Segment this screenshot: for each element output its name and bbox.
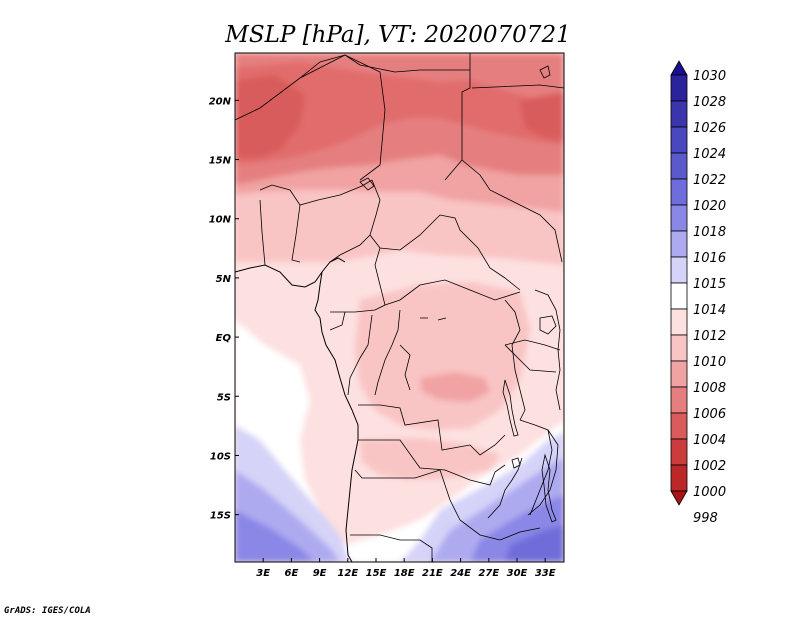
lon-tick-label: 24E (450, 568, 471, 579)
colorbar-swatch (670, 230, 688, 258)
map-frame (234, 52, 565, 563)
lat-tick-label: 10N (209, 215, 232, 226)
colorbar-swatch (670, 360, 688, 388)
colorbar-swatch (670, 74, 688, 102)
colorbar-level-label: 1014 (693, 303, 726, 318)
colorbar-swatch (670, 412, 688, 440)
colorbar-level-label: 1008 (693, 381, 726, 396)
lakes (359, 65, 557, 523)
lat-tick-label: 5N (216, 274, 232, 285)
colorbar-swatch (670, 126, 688, 154)
colorbar-swatch (670, 438, 688, 466)
lon-tick-label: 15E (366, 568, 387, 579)
latitude-axis: 20N 15N 10N 5N EQ 5S 10S 15S (209, 96, 239, 522)
lon-tick-label: 6E (285, 568, 299, 579)
lat-tick-label: 5S (217, 392, 231, 403)
lon-tick-label: 30E (507, 568, 528, 579)
colorbar-swatch (670, 100, 688, 128)
lon-tick-label: 3E (256, 568, 270, 579)
colorbar-level-label: 1016 (693, 251, 726, 266)
lon-tick-label: 9E (313, 568, 327, 579)
colorbar-level-label: 1028 (693, 95, 726, 110)
colorbar-level-label: 1000 (693, 485, 726, 500)
colorbar-level-label: 1018 (693, 225, 726, 240)
colorbar-swatch (670, 204, 688, 232)
footer-credit: GrADS: IGES/COLA (4, 606, 91, 616)
colorbar-swatch (670, 152, 688, 180)
lon-tick-label: 33E (535, 568, 556, 579)
colorbar-level-label: 1026 (693, 121, 726, 136)
colorbar-swatch (670, 334, 688, 362)
lon-tick-label: 12E (337, 568, 358, 579)
colorbar-swatch (670, 386, 688, 414)
lon-tick-label: 21E (422, 568, 443, 579)
colorbar-level-label: 1006 (693, 407, 726, 422)
longitude-axis: 3E 6E 9E 12E 15E 18E 21E 24E 27E 30E 33E (256, 558, 556, 579)
colorbar-arrow-bottom (670, 490, 688, 506)
colorbar-swatch (670, 256, 688, 284)
lat-tick-label: EQ (216, 333, 232, 344)
lat-tick-label: 20N (209, 96, 232, 107)
colorbar-swatch (670, 282, 688, 310)
colorbar-level-label: 1024 (693, 147, 726, 162)
colorbar-level-label: 998 (693, 511, 718, 526)
colorbar-level-label: 1015 (693, 277, 726, 292)
colorbar-level-label: 1022 (693, 173, 726, 188)
map-title: MSLP [hPa], VT: 2020070721 (224, 22, 570, 48)
lon-tick-label: 18E (394, 568, 415, 579)
colorbar: 1030 1028 1026 1024 1022 1020 1018 1016 1015 1014… (670, 60, 726, 526)
lat-tick-label: 10S (210, 451, 231, 462)
colorbar-swatch (670, 308, 688, 336)
colorbar-level-label: 1020 (693, 199, 726, 214)
lon-tick-label: 27E (478, 568, 499, 579)
colorbar-level-label: 1012 (693, 329, 726, 344)
coastline (235, 257, 359, 562)
pressure-field (235, 53, 564, 562)
colorbar-swatch (670, 464, 688, 492)
lat-tick-label: 15N (209, 156, 232, 167)
colorbar-level-label: 1010 (693, 355, 726, 370)
colorbar-level-label: 1030 (693, 69, 726, 84)
colorbar-level-label: 1004 (693, 433, 726, 448)
country-borders (235, 53, 564, 562)
colorbar-level-label: 1002 (693, 459, 726, 474)
colorbar-arrow-top (670, 60, 688, 76)
colorbar-swatch (670, 178, 688, 206)
lat-tick-label: 15S (210, 511, 231, 522)
